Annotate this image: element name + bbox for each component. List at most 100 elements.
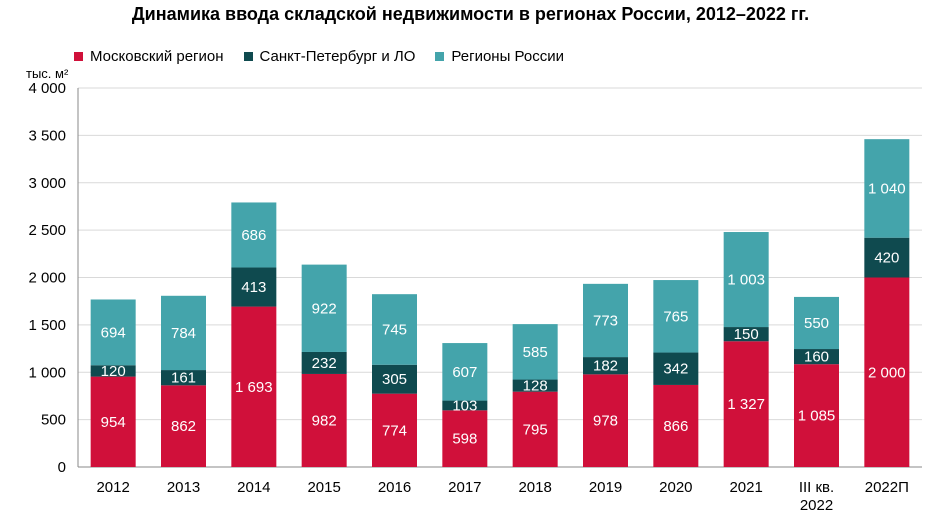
bar-segment xyxy=(301,264,347,352)
y-tick-label: 1 000 xyxy=(28,364,66,381)
bar-segment xyxy=(301,373,347,467)
bar-segment xyxy=(372,393,417,467)
data-label: 585 xyxy=(523,344,548,361)
bar-segment xyxy=(442,410,488,467)
x-tick-label: 2015 xyxy=(307,479,340,496)
y-tick-label: 4 000 xyxy=(28,80,66,97)
data-label: 413 xyxy=(241,279,266,296)
legend-swatch-spb xyxy=(243,52,253,61)
data-label: 2 000 xyxy=(868,364,906,381)
data-label: 745 xyxy=(382,321,407,338)
x-tick-label: 2021 xyxy=(729,479,762,496)
bar-segment xyxy=(161,295,206,371)
data-label: 607 xyxy=(452,364,477,381)
data-label: 120 xyxy=(101,363,126,380)
data-label: 1 693 xyxy=(235,379,273,396)
bar-segment xyxy=(231,202,277,268)
bar-segment xyxy=(653,280,699,353)
bar-segment xyxy=(90,376,136,467)
bar-segment xyxy=(301,351,347,374)
data-label: 1 003 xyxy=(727,272,765,289)
data-label: 982 xyxy=(312,412,337,429)
bar-segment xyxy=(512,391,558,467)
bar-segment xyxy=(161,385,206,467)
y-tick-label: 2 500 xyxy=(28,222,66,239)
bar-segment xyxy=(442,400,488,411)
bar-segment xyxy=(794,296,839,350)
x-tick-label: III кв. 2022 xyxy=(799,479,834,514)
data-label: 150 xyxy=(734,326,759,343)
data-label: 160 xyxy=(804,349,829,366)
data-label: 774 xyxy=(382,422,407,439)
data-label: 765 xyxy=(663,308,688,325)
data-label: 128 xyxy=(523,378,548,395)
data-label: 694 xyxy=(101,324,126,341)
legend-label-spb: Санкт-Петербург и ЛО xyxy=(259,48,416,65)
bar-segment xyxy=(372,294,417,365)
bar-segment xyxy=(653,384,699,467)
data-label: 795 xyxy=(523,421,548,438)
x-tick-label: 2019 xyxy=(589,479,622,496)
x-tick-label: 2020 xyxy=(659,479,692,496)
y-tick-label: 3 500 xyxy=(28,127,66,144)
data-label: 103 xyxy=(452,397,477,414)
x-tick-label: 2012 xyxy=(96,479,129,496)
legend-item-regions: Регионы России xyxy=(435,48,564,65)
legend-item-moscow: Московский регион xyxy=(74,48,224,65)
x-tick-label: 2013 xyxy=(167,479,200,496)
data-label: 784 xyxy=(171,325,196,342)
data-label: 305 xyxy=(382,371,407,388)
bar-segment xyxy=(583,374,628,467)
bar-segment xyxy=(794,364,839,467)
y-tick-label: 2 000 xyxy=(28,270,66,287)
y-tick-label: 1 500 xyxy=(28,317,66,334)
chart-title: Динамика ввода складской недвижимости в … xyxy=(131,4,810,24)
data-label: 161 xyxy=(171,370,196,387)
x-tick-label: 2018 xyxy=(518,479,551,496)
bar-segment xyxy=(512,324,558,380)
bar-segment xyxy=(723,327,769,342)
bar-segment xyxy=(231,306,277,467)
bar-segment xyxy=(583,283,628,358)
bar-segment xyxy=(90,299,136,366)
bar-segment xyxy=(583,357,628,375)
data-label: 598 xyxy=(452,431,477,448)
x-tick-label: 2022П xyxy=(865,479,909,496)
data-label: 862 xyxy=(171,418,196,435)
x-tick-label: 2014 xyxy=(237,479,270,496)
bar-segment xyxy=(90,365,136,377)
legend-item-spb: Санкт-Петербург и ЛО xyxy=(243,48,416,65)
legend-swatch-moscow xyxy=(74,52,83,61)
data-label: 420 xyxy=(874,250,899,267)
y-tick-label: 3 000 xyxy=(28,175,66,192)
bar-segment xyxy=(723,341,769,467)
legend: Московский регион Санкт-Петербург и ЛО Р… xyxy=(74,48,564,65)
bar-segment xyxy=(864,277,910,467)
bar-segment xyxy=(653,352,699,385)
x-tick-label: 2016 xyxy=(378,479,411,496)
bar-segment xyxy=(864,237,910,278)
data-label: 922 xyxy=(312,300,337,317)
data-label: 954 xyxy=(101,414,126,431)
bar-segment xyxy=(864,139,910,238)
data-label: 866 xyxy=(663,418,688,435)
data-label: 1 327 xyxy=(727,396,765,413)
legend-label-moscow: Московский регион xyxy=(90,48,224,65)
data-label: 182 xyxy=(593,358,618,375)
bar-segment xyxy=(161,370,206,386)
y-tick-label: 0 xyxy=(58,459,66,476)
data-label: 342 xyxy=(663,361,688,378)
legend-swatch-regions xyxy=(435,52,445,61)
bar-segment xyxy=(372,364,417,394)
y-axis-unit-label: тыс. м² xyxy=(26,66,69,81)
data-label: 686 xyxy=(241,227,266,244)
y-tick-label: 500 xyxy=(41,412,66,429)
legend-label-regions: Регионы России xyxy=(451,48,564,65)
bar-segment xyxy=(512,379,558,392)
data-label: 1 040 xyxy=(868,180,906,197)
data-label: 550 xyxy=(804,315,829,332)
bar-segment xyxy=(442,343,488,401)
bar-segment xyxy=(794,349,839,365)
bar-segment xyxy=(231,267,277,307)
